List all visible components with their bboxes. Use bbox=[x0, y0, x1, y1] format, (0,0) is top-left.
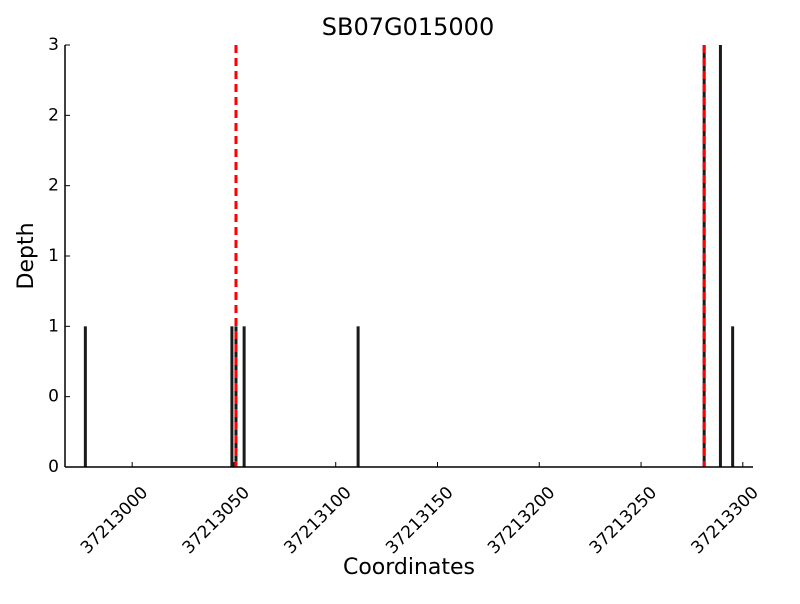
chart-title: SB07G015000 bbox=[322, 13, 494, 41]
y-tick-label: 1 bbox=[48, 246, 59, 266]
bar bbox=[230, 326, 234, 467]
bar bbox=[731, 326, 735, 467]
y-tick-label: 0 bbox=[48, 387, 59, 407]
y-tick-label: 1 bbox=[48, 316, 59, 336]
y-tick-label: 0 bbox=[48, 457, 59, 477]
y-axis-label: Depth bbox=[14, 222, 39, 289]
x-tick-label: 37213250 bbox=[586, 483, 661, 558]
x-tick-label: 37213200 bbox=[484, 483, 559, 558]
x-tick-label: 37213100 bbox=[280, 483, 355, 558]
bar bbox=[242, 326, 246, 467]
x-tick-label: 37213300 bbox=[688, 483, 763, 558]
x-tick-label: 37213000 bbox=[77, 483, 152, 558]
y-tick-label: 3 bbox=[48, 35, 59, 55]
bar bbox=[356, 326, 360, 467]
y-tick-label: 2 bbox=[48, 105, 59, 125]
x-tick-label: 37213050 bbox=[179, 483, 254, 558]
x-axis-label: Coordinates bbox=[343, 555, 475, 580]
y-tick-label: 2 bbox=[48, 176, 59, 196]
bar bbox=[718, 45, 722, 467]
x-tick-label: 37213150 bbox=[382, 483, 457, 558]
bar bbox=[83, 326, 87, 467]
